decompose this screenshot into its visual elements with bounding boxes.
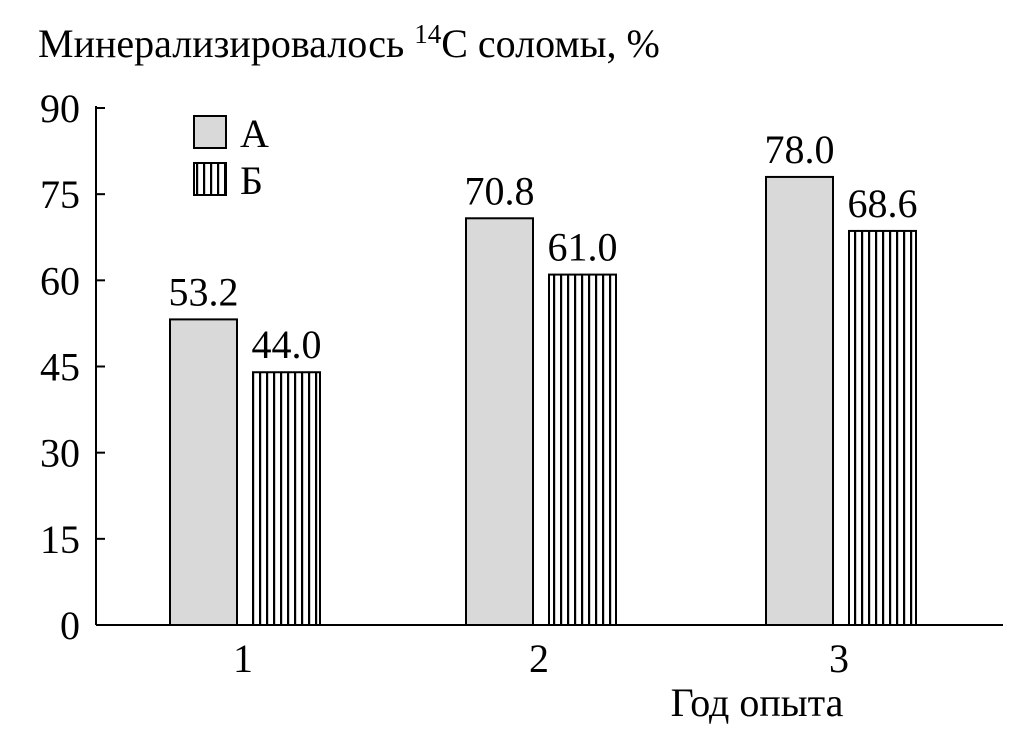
bar-Б-3 [848, 229, 917, 626]
bar-А-3 [765, 175, 834, 627]
bar-Б-2 [548, 273, 617, 626]
legend-swatch [193, 162, 227, 196]
bar-А-2 [465, 217, 534, 626]
y-tick-label: 30 [40, 431, 80, 476]
x-axis-label: Год опыта [671, 680, 844, 725]
data-label: 44.0 [252, 322, 322, 367]
y-tick-label: 60 [40, 258, 80, 303]
y-tick-label: 15 [40, 517, 80, 562]
data-label: 53.2 [169, 269, 239, 314]
x-tick-label: 1 [233, 636, 253, 681]
data-label: 68.6 [848, 181, 918, 226]
x-tick-label: 3 [829, 636, 849, 681]
data-label: 70.8 [465, 168, 535, 213]
y-tick-label: 75 [40, 172, 80, 217]
y-tick-label: 45 [40, 345, 80, 390]
y-tick-label: 0 [60, 603, 80, 648]
legend-label: Б [240, 158, 263, 203]
data-label: 61.0 [548, 225, 618, 270]
y-tick-label: 90 [40, 86, 80, 131]
legend-label: А [240, 111, 269, 156]
chart-title: Минерализировалось 14C соломы, % [38, 19, 660, 66]
legend-swatch [193, 115, 227, 149]
bar-А-1 [169, 318, 238, 626]
data-label: 78.0 [765, 127, 835, 172]
bar-Б-1 [252, 371, 321, 626]
x-tick-label: 2 [529, 636, 549, 681]
